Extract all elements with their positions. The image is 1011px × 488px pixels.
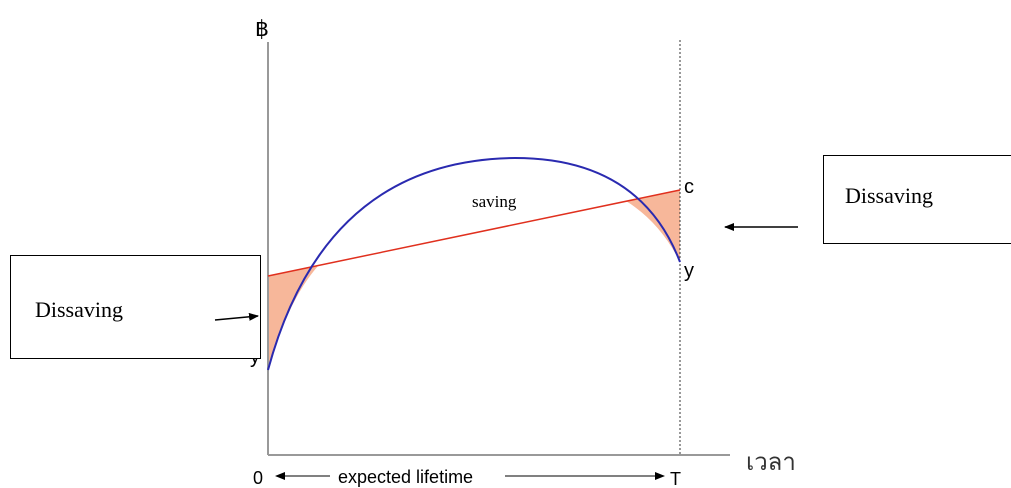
span-label: expected lifetime <box>338 467 473 487</box>
x-axis-label: เวลา <box>746 449 796 476</box>
callout-label: Dissaving <box>35 297 123 322</box>
callout-box <box>10 255 261 359</box>
callout-arrow <box>214 312 259 321</box>
consumption-line <box>267 189 681 277</box>
origin-label: 0 <box>253 468 263 488</box>
dissaving-area <box>626 190 680 262</box>
dissaving-area <box>268 266 318 370</box>
curve-label: c <box>684 176 694 198</box>
callout-box <box>823 155 1011 244</box>
curve-label: y <box>684 260 694 282</box>
income-curve <box>267 156 681 371</box>
area-label: saving <box>472 192 517 211</box>
end-label: T <box>670 469 681 488</box>
callout-label: Dissaving <box>845 183 933 208</box>
y-axis-label: ฿ <box>255 16 269 41</box>
